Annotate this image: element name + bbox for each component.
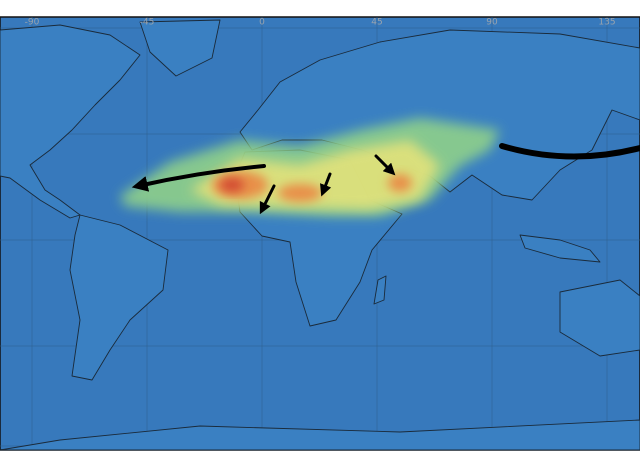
arrow xyxy=(259,184,276,215)
australia xyxy=(559,279,640,357)
longitude-label: 0 xyxy=(259,18,265,28)
arrows xyxy=(131,143,640,215)
indonesia xyxy=(519,234,601,263)
longitude-labels: -90 -45 0 45 90 135 xyxy=(25,18,616,28)
arrow xyxy=(320,172,332,197)
longitude-label: 45 xyxy=(371,18,382,28)
longitude-label: 90 xyxy=(486,18,498,28)
westward-arrow xyxy=(131,164,266,192)
top-strip xyxy=(0,0,640,16)
longitude-label: -90 xyxy=(25,18,40,28)
antarctica xyxy=(0,419,640,451)
arrow xyxy=(374,154,396,176)
south-america xyxy=(69,214,169,381)
madagascar xyxy=(373,275,387,305)
north-america xyxy=(0,24,141,219)
longitude-label: 135 xyxy=(598,18,615,28)
eastward-arrow xyxy=(499,143,640,160)
longitude-label: -45 xyxy=(140,18,155,28)
greenland xyxy=(139,19,221,77)
